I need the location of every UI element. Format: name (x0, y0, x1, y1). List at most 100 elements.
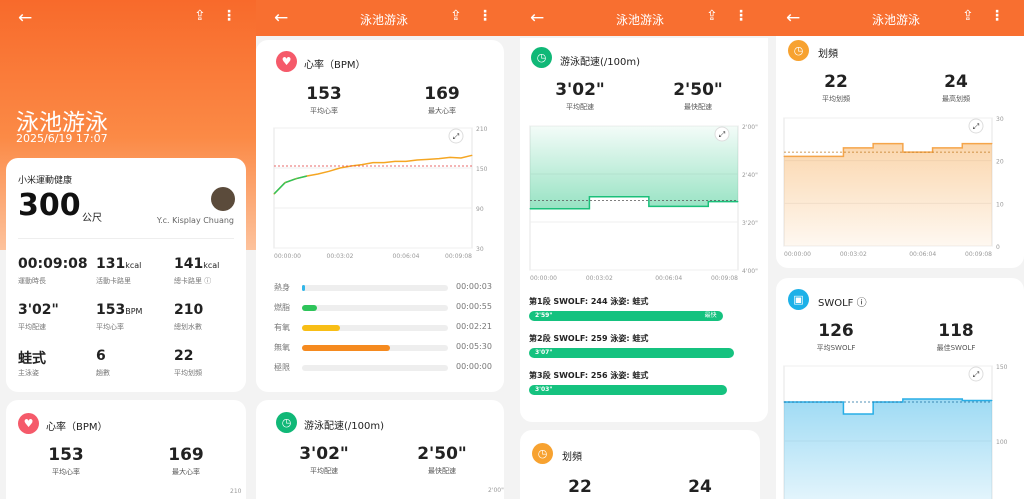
stat-unit: kcal (125, 261, 142, 270)
back-arrow-icon[interactable]: ← (274, 8, 289, 28)
max-stroke-rate-label: 最高划頻 (942, 95, 970, 103)
max-heart-rate-label: 最大心率 (172, 468, 200, 476)
header-title: 泳池游泳 (871, 13, 920, 27)
stroke-screen: ← 泳池游泳 ⇪ ⋮ ◷ 划頻 22 平均划頻 24 最高划頻 30 20 10 0 0… (768, 0, 1024, 499)
data-point (339, 167, 341, 169)
stat-value: 22 (174, 348, 193, 364)
zone-name: 無氧 (274, 343, 290, 352)
data-point (427, 158, 429, 160)
back-arrow-icon[interactable]: ← (786, 8, 801, 28)
y-tick: 210 (230, 488, 242, 495)
y-tick: 2'00" (488, 487, 504, 494)
more-icon[interactable]: ⋮ (478, 8, 492, 24)
data-point (842, 413, 844, 415)
avg-swolf: 126 (818, 321, 854, 341)
best-pace-label: 最快配速 (684, 103, 712, 111)
zone-bar-fill (302, 285, 305, 291)
stopwatch-icon: ◷ (531, 47, 552, 68)
zone-time: 00:00:55 (456, 302, 492, 311)
stat-value: 3'02" (18, 302, 59, 318)
data-point (991, 400, 993, 401)
swolf-chart[interactable]: 15010050⤢ (782, 362, 1022, 499)
y-tick-label: 10 (996, 201, 1004, 208)
zone-name: 極限 (274, 363, 290, 372)
zone-bar-track (302, 305, 448, 311)
data-point (783, 155, 785, 157)
header-title: 泳池游泳 (615, 13, 664, 27)
share-icon[interactable]: ⇪ (962, 8, 974, 24)
lap-label: 第2段 SWOLF: 259 泳姿: 蛙式 (529, 334, 649, 343)
fullscreen-glyph: ⤢ (452, 132, 459, 141)
card-title: 心率（BPM） (46, 422, 108, 433)
distance-value: 300 (18, 188, 81, 223)
x-tick-label: 00:06:04 (393, 253, 420, 260)
lap-pace-bar: 3'03" (529, 385, 727, 395)
max-heart-rate: 169 (168, 445, 204, 465)
heart-rate-chart[interactable]: 210 150 90 30 00:00:00 00:03:02 00:06:04 00:09:… (270, 124, 500, 264)
stat-label: 主泳姿 (18, 369, 39, 377)
data-point (328, 170, 330, 172)
stat-label: 總卡路里 ⓘ (174, 277, 212, 285)
data-point (295, 178, 297, 180)
x-tick-label: 00:09:08 (445, 253, 472, 260)
data-point (872, 143, 874, 145)
share-icon[interactable]: ⇪ (706, 8, 718, 24)
y-tick-label: 210 (476, 126, 488, 133)
fullscreen-glyph: ⤢ (718, 130, 725, 139)
data-point (991, 143, 993, 145)
avatar[interactable] (211, 187, 235, 211)
fullscreen-icon[interactable]: ⤢ (968, 118, 984, 134)
stat-unit: kcal (203, 261, 220, 270)
data-point (284, 182, 286, 184)
app-header: ← 泳池游泳 ⇪ ⋮ (768, 0, 1024, 36)
back-arrow-icon[interactable]: ← (530, 8, 545, 28)
share-icon[interactable]: ⇪ (450, 8, 462, 24)
data-point (449, 156, 451, 158)
fullscreen-icon[interactable]: ⤢ (968, 366, 984, 382)
pace-screen: ← 泳池游泳 ⇪ ⋮ ◷ 游泳配速(/100m) 3'02" 平均配速 2'50… (512, 0, 768, 499)
zone-time: 00:02:21 (456, 322, 492, 331)
data-point (460, 157, 462, 159)
more-icon[interactable]: ⋮ (222, 8, 236, 24)
swolf-card: ▣ SWOLF ⓘ 126 平均SWOLF 118 最佳SWOLF 150 100… (776, 278, 1024, 499)
y-tick-label: 2'00" (742, 124, 758, 131)
avg-stroke-rate: 22 (568, 477, 592, 497)
y-tick-label: 30 (476, 246, 484, 253)
fullscreen-icon[interactable]: ⤢ (448, 128, 464, 144)
best-pace: 2'50" (673, 80, 723, 100)
series-area (784, 399, 992, 499)
heart-icon: ♥ (276, 51, 297, 72)
zone-name: 有氧 (274, 323, 290, 332)
back-arrow-icon[interactable]: ← (18, 8, 33, 28)
data-point (529, 208, 531, 210)
series-line (784, 142, 992, 158)
more-icon[interactable]: ⋮ (990, 8, 1004, 24)
pace-chart[interactable]: 2'00" 2'40" 3'20" 4'00" 00:00:00 00:03:02 00:0… (526, 120, 766, 290)
card-title: 心率（BPM） (304, 60, 366, 71)
avg-pace-label: 平均配速 (310, 467, 338, 475)
x-tick-label: 00:09:08 (965, 251, 992, 258)
share-icon[interactable]: ⇪ (194, 8, 206, 24)
zone-bar-fill (302, 325, 340, 331)
data-point (618, 196, 620, 198)
zone-bar-fill (302, 345, 390, 351)
y-tick-label: 4'00" (742, 268, 758, 275)
data-point (383, 162, 385, 164)
stroke-chart[interactable]: 30 20 10 0 00:00:00 00:03:02 00:06:04 00:09:08 ⤢ (782, 114, 1022, 264)
zone-time: 00:00:00 (456, 362, 492, 371)
data-point (902, 398, 904, 400)
max-heart-rate-label: 最大心率 (428, 107, 456, 115)
fullscreen-icon[interactable]: ⤢ (714, 126, 730, 142)
stroke-icon: ◷ (532, 443, 553, 464)
data-point (932, 398, 934, 400)
fullscreen-button (714, 126, 730, 142)
stat-unit: BPM (125, 307, 143, 316)
data-point (678, 205, 680, 207)
data-point (648, 205, 650, 207)
data-point (372, 162, 374, 164)
data-point (813, 155, 815, 157)
avg-stroke-rate-label: 平均划頻 (822, 95, 850, 103)
series-line (530, 196, 738, 210)
more-icon[interactable]: ⋮ (734, 8, 748, 24)
avg-pace-label: 平均配速 (566, 103, 594, 111)
